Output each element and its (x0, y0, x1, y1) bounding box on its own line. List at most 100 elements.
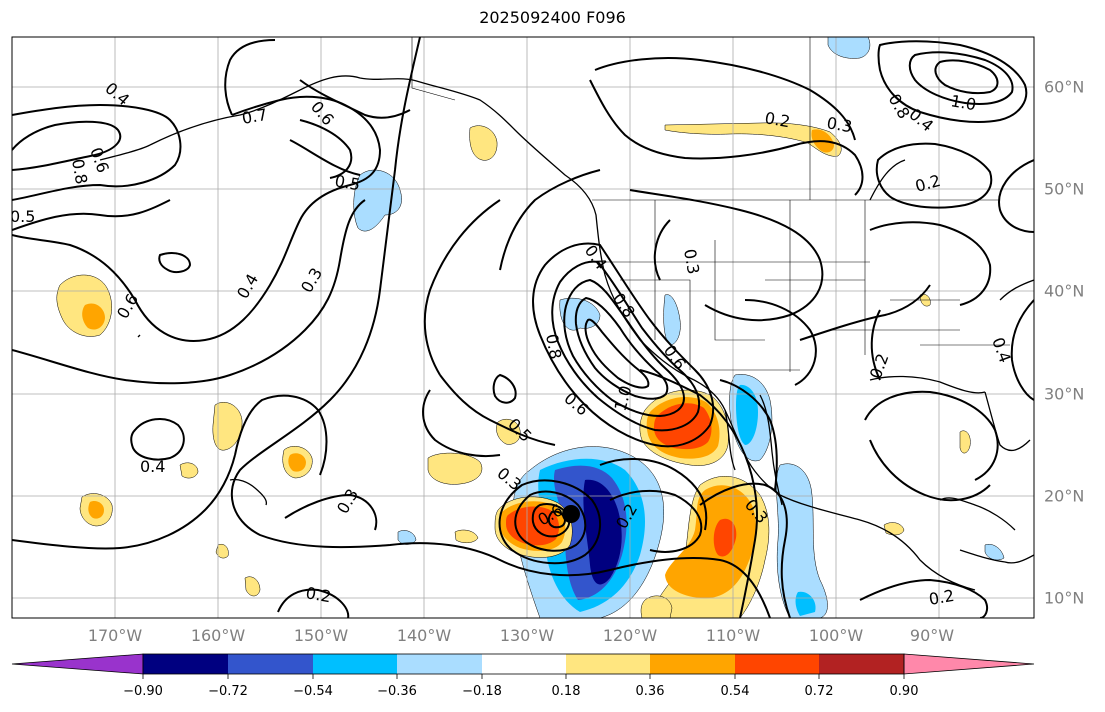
contour-line (439, 374, 556, 446)
contour-line (908, 51, 1014, 105)
negative-anomaly-region (353, 169, 402, 232)
positive-anomaly-region (215, 544, 229, 559)
contour-label: 0.5 (333, 171, 361, 194)
longitude-label: 150°W (293, 626, 349, 645)
contour-line (609, 489, 703, 553)
positive-anomaly-region (56, 274, 112, 337)
contour-line (12, 103, 182, 201)
contour-line (12, 454, 236, 550)
contour-line (563, 278, 686, 418)
contour-line (875, 142, 993, 209)
colorbar-label: 0.18 (551, 684, 581, 699)
latitude-label: 20°N (1044, 486, 1085, 506)
contour-label: 0.4 (988, 335, 1015, 365)
positive-anomaly-region (88, 500, 104, 519)
contour-lines (12, 37, 1034, 618)
contour-line (299, 119, 353, 179)
contour-line (158, 252, 192, 274)
contour-line (230, 37, 771, 618)
contour-line (532, 242, 715, 448)
colorbar-label: −0.54 (293, 684, 333, 699)
contour-line (277, 588, 350, 618)
contour-line (234, 394, 328, 476)
contour-label: 0.3 (680, 247, 703, 275)
contour-label: 0.6 (113, 290, 142, 322)
contour-label: 0.8 (68, 157, 91, 185)
contour-label: 0.3 (825, 113, 853, 136)
colorbar-label: −0.18 (462, 684, 502, 699)
longitude-label: 170°W (87, 626, 143, 645)
contour-label: 0.4 (140, 457, 165, 476)
contour-line (859, 578, 989, 618)
contour-line (531, 503, 571, 538)
contour-label: 1.0 (949, 91, 977, 114)
contour-line (584, 318, 650, 389)
negative-anomaly-region (984, 544, 1005, 561)
colorbar-segment (482, 654, 566, 674)
positive-anomaly-region (179, 462, 199, 479)
contour-line (224, 39, 276, 116)
contour-line (422, 389, 501, 458)
contour-line (877, 40, 1028, 123)
contour-line (12, 120, 122, 171)
contour-label: 0.8 (542, 332, 565, 360)
contour-line (498, 479, 602, 565)
colorbar-min-extend (11, 653, 144, 675)
contour-line (719, 379, 778, 491)
map-area: 0.4 0.7 0.6 0.5 0.8 0.6 0.5 0.4 0.6 0.3 … (10, 37, 1034, 618)
contour-line (699, 482, 791, 618)
contour-label: 0.2 (304, 583, 332, 606)
positive-anomaly-region (664, 122, 842, 157)
contour-line (998, 159, 1034, 233)
contour-line (499, 169, 601, 271)
colorbar-segment (143, 654, 228, 674)
colorbar-label: −0.90 (123, 684, 163, 699)
negative-anomaly-region (736, 384, 758, 445)
negative-anomaly-region (663, 294, 681, 346)
latitude-label: 50°N (1044, 179, 1085, 199)
colorbar-segment (819, 654, 904, 674)
positive-anomaly-region (244, 576, 261, 597)
colorbar-label: 0.90 (889, 684, 919, 699)
contour-line (629, 189, 824, 322)
positive-anomaly-region (454, 529, 479, 543)
colorbar-segment (397, 654, 482, 674)
longitude-label: 160°W (190, 626, 246, 645)
contour-line (639, 369, 758, 618)
positive-anomaly-region (959, 430, 971, 454)
contour-label: 0.4 (233, 270, 262, 302)
colorbar (11, 653, 1035, 679)
colorbar-label: 0.36 (635, 684, 665, 699)
longitude-label: 130°W (499, 626, 555, 645)
colorbar-segment (313, 654, 397, 674)
contour-line (869, 221, 992, 306)
latitude-label: 10°N (1044, 588, 1085, 608)
latitude-label: 30°N (1044, 384, 1085, 404)
colorbar-segment (566, 654, 650, 674)
longitude-label: 100°W (808, 626, 864, 645)
positive-anomaly-region (212, 402, 243, 451)
contour-line (653, 219, 671, 281)
contour-line (551, 260, 701, 432)
contour-label: 0.2 (913, 171, 943, 196)
negative-anomaly-region (397, 530, 417, 545)
longitude-label: 140°W (396, 626, 452, 645)
storm-center-marker (562, 505, 580, 523)
longitude-label: 120°W (602, 626, 658, 645)
contour-line (12, 199, 171, 231)
contour-label: 0.5 (10, 207, 35, 226)
longitude-label: 90°W (909, 626, 955, 645)
contour-line (574, 296, 669, 400)
longitude-label: 110°W (705, 626, 761, 645)
contour-line (934, 59, 999, 95)
colorbar-segment (228, 654, 313, 674)
positive-anomaly-region (713, 518, 737, 557)
contour-line (864, 390, 999, 481)
negative-anomaly-region (776, 463, 828, 618)
positive-anomaly-region (640, 595, 673, 618)
contour-line (299, 79, 411, 119)
contour-line (514, 490, 587, 552)
colorbar-label: −0.72 (208, 684, 248, 699)
latitude-label: 60°N (1044, 77, 1085, 97)
